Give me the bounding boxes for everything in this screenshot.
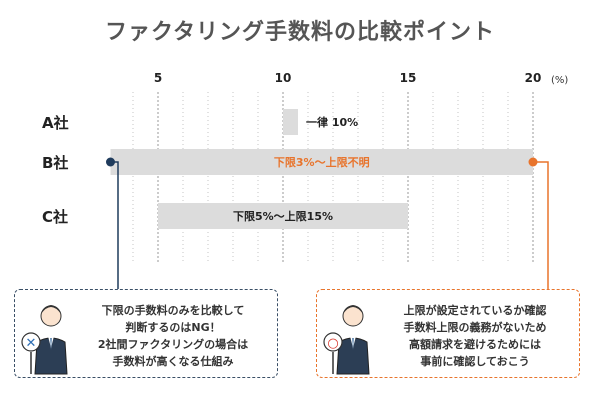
businessman-ok-icon: ○ (323, 305, 370, 375)
comparison-chart: 5 10 15 20 A社 一律 10% B社 下限3%〜上限不明 C社 下限5%〜上限15% (42, 71, 549, 290)
businessman-ng-icon: ✕ (21, 305, 68, 375)
x-tick-label: 10 (275, 71, 292, 85)
ok-sign: ○ (327, 336, 338, 351)
bar-value-label: 一律 10% (306, 115, 358, 129)
callout-left-line: 2社間ファクタリングの場合は (97, 338, 249, 351)
page-title: ファクタリング手数料の比較ポイント (104, 20, 496, 45)
ng-sign: ✕ (26, 336, 37, 351)
grid-layer (132, 92, 534, 262)
callout-left: ✕ 下限の手数料のみを比較して 判断するのはNG！ 2社間ファクタリングの場合は… (14, 289, 278, 378)
range-bar (158, 203, 408, 229)
callout-right-line: 上限が設定されているか確認 (403, 304, 547, 317)
company-label: A社 (42, 114, 69, 132)
callout-right-text: 上限が設定されているか確認 手数料上限の義務がないため 高額請求を避けるためには… (379, 302, 571, 370)
x-tick-label: 15 (400, 71, 417, 85)
company-label: B社 (42, 154, 68, 172)
company-label: C社 (42, 208, 68, 226)
callout-right: ○ 上限が設定されているか確認 手数料上限の義務がないため 高額請求を避けるため… (316, 289, 580, 378)
callout-left-line: 手数料が高くなる仕組み (112, 355, 234, 368)
callout-right-line: 事前に確認しておこう (420, 355, 530, 368)
x-tick-label: 5 (154, 71, 162, 85)
callout-right-line: 手数料上限の義務がないため (403, 321, 547, 334)
bar-value-label: 下限5%〜上限15% (233, 209, 333, 223)
right-marker (528, 157, 538, 167)
callout-left-text: 下限の手数料のみを比較して 判断するのはNG！ 2社間ファクタリングの場合は 手… (77, 302, 269, 370)
range-bar (110, 149, 533, 175)
x-tick-label: 20 (525, 71, 542, 85)
bar-layer: A社 一律 10% B社 下限3%〜上限不明 C社 下限5%〜上限15% (42, 109, 533, 229)
left-connector (110, 161, 119, 290)
right-connector (533, 161, 549, 290)
range-bar (283, 109, 298, 135)
left-marker (106, 157, 115, 167)
connector-layer (106, 157, 549, 290)
callout-right-line: 高額請求を避けるためには (409, 338, 541, 351)
bar-value-label: 下限3%〜上限不明 (274, 155, 370, 169)
callout-left-line: 判断するのはNG！ (125, 321, 221, 334)
callout-left-line: 下限の手数料のみを比較して (101, 304, 245, 317)
tick-layer: 5 10 15 20 (154, 71, 542, 85)
axis-unit-label: (%) (551, 75, 569, 86)
